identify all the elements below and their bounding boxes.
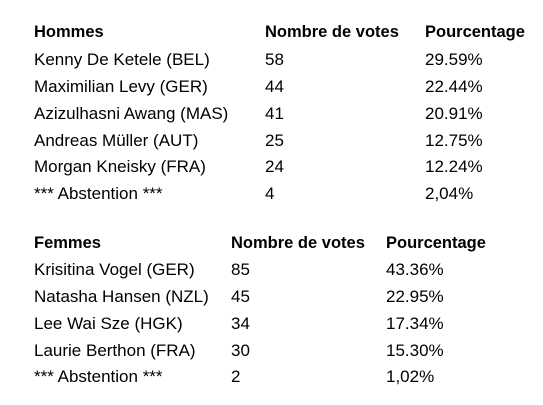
hommes-row-5-percent: 12.24% xyxy=(425,157,483,176)
hommes-row-6-votes: 4 xyxy=(265,184,275,203)
hommes-row-5-name: Morgan Kneisky (FRA) xyxy=(34,157,206,176)
hommes-row-1-votes: 58 xyxy=(265,50,284,69)
femmes-row-2-name: Natasha Hansen (NZL) xyxy=(34,287,209,306)
hommes-row-5-votes: 24 xyxy=(265,157,284,176)
femmes-row-5-name: *** Abstention *** xyxy=(34,367,163,386)
femmes-row-1-percent: 43.36% xyxy=(386,260,444,279)
femmes-row-4-votes: 30 xyxy=(231,341,250,360)
hommes-row-2-percent: 22.44% xyxy=(425,77,483,96)
hommes-row-3-votes: 41 xyxy=(265,104,284,123)
hommes-row-6-percent: 2,04% xyxy=(425,184,474,203)
femmes-row-3-votes: 34 xyxy=(231,314,250,333)
hommes-row-4-name: Andreas Müller (AUT) xyxy=(34,131,199,150)
femmes-header-name: Femmes xyxy=(34,234,101,252)
hommes-row-3-name: Azizulhasni Awang (MAS) xyxy=(34,104,229,123)
femmes-row-3-name: Lee Wai Sze (HGK) xyxy=(34,314,183,333)
hommes-row-2-name: Maximilian Levy (GER) xyxy=(34,77,208,96)
hommes-header-percent: Pourcentage xyxy=(425,23,525,41)
hommes-header-name: Hommes xyxy=(34,23,104,41)
femmes-row-2-votes: 45 xyxy=(231,287,250,306)
femmes-header-votes: Nombre de votes xyxy=(231,234,365,252)
hommes-header-votes: Nombre de votes xyxy=(265,23,399,41)
femmes-row-3-percent: 17.34% xyxy=(386,314,444,333)
femmes-row-1-votes: 85 xyxy=(231,260,250,279)
hommes-row-4-votes: 25 xyxy=(265,131,284,150)
femmes-row-5-votes: 2 xyxy=(231,367,241,386)
femmes-row-4-percent: 15.30% xyxy=(386,341,444,360)
femmes-row-1-name: Krisitina Vogel (GER) xyxy=(34,260,195,279)
femmes-row-2-percent: 22.95% xyxy=(386,287,444,306)
femmes-row-4-name: Laurie Berthon (FRA) xyxy=(34,341,196,360)
femmes-header-percent: Pourcentage xyxy=(386,234,486,252)
hommes-row-3-percent: 20.91% xyxy=(425,104,483,123)
femmes-row-5-percent: 1,02% xyxy=(386,367,435,386)
hommes-row-6-name: *** Abstention *** xyxy=(34,184,163,203)
hommes-row-4-percent: 12.75% xyxy=(425,131,483,150)
hommes-row-1-name: Kenny De Ketele (BEL) xyxy=(34,50,210,69)
hommes-row-1-percent: 29.59% xyxy=(425,50,483,69)
hommes-row-2-votes: 44 xyxy=(265,77,284,96)
